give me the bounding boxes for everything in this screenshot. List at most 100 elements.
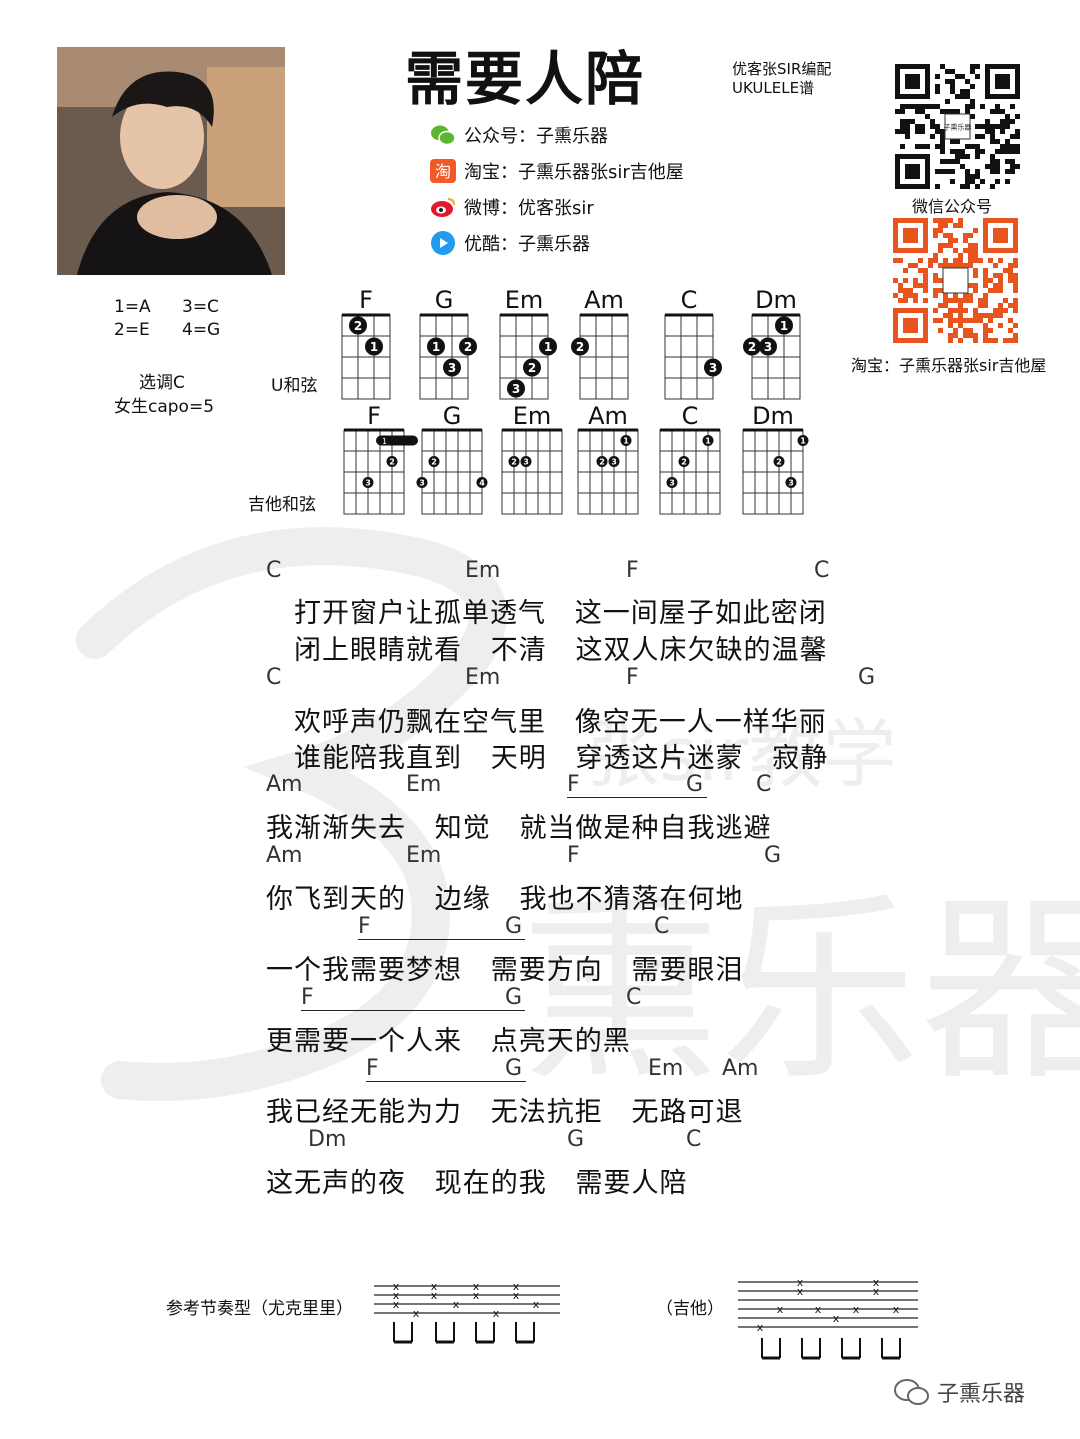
chord-symbol: Em xyxy=(406,843,442,868)
chord-symbol: F xyxy=(366,1056,379,1081)
chord-name: Am xyxy=(588,402,628,430)
footer-brand: 子熏乐器 xyxy=(893,1376,1025,1408)
strum-mark: x xyxy=(757,1321,764,1334)
ukulele-chord-em: Em 123 xyxy=(499,286,557,400)
strum-mark: x xyxy=(797,1285,804,1298)
wechat-icon xyxy=(431,125,456,146)
wechat-qr-caption: 微信公众号 xyxy=(912,197,993,216)
finger-number: 4 xyxy=(479,479,485,488)
finger-dot xyxy=(428,456,440,467)
finger-dot xyxy=(523,358,541,377)
strum-mark: x xyxy=(393,1298,400,1311)
barre-finger: 1 xyxy=(382,437,387,446)
chord-name: Em xyxy=(513,402,552,430)
ukulele-chord-c: C3 xyxy=(664,286,722,400)
finger-dot xyxy=(785,477,797,488)
taobao-icon: 淘 xyxy=(430,159,456,183)
youku-icon xyxy=(431,231,455,255)
finger-dot xyxy=(520,456,532,467)
strum-mark: x xyxy=(473,1280,480,1293)
wechat-qr-code: 子熏乐器 xyxy=(895,64,1020,189)
chord-symbol: C xyxy=(266,558,282,583)
strum-mark: x xyxy=(393,1280,400,1293)
ukulele-chord-g: G 1 23 xyxy=(419,286,477,400)
ukulele-chord-am: Am 2 xyxy=(571,286,629,400)
finger-dot xyxy=(362,477,374,488)
chord-symbol: F xyxy=(301,985,314,1010)
qr-logo xyxy=(944,113,971,140)
finger-dot xyxy=(507,379,525,398)
strum-mark: x xyxy=(413,1307,420,1320)
tuning-s2: 2=E xyxy=(114,320,150,340)
strum-mark: x xyxy=(533,1298,540,1311)
chord-symbol: Em xyxy=(406,772,442,797)
beat-underline xyxy=(301,1010,525,1011)
strum-mark: x xyxy=(873,1285,880,1298)
tuning-s1: 1=A xyxy=(114,297,151,317)
capo-info: 女生capo=5 xyxy=(114,397,215,417)
finger-dot xyxy=(743,337,761,356)
finger-number: 3 xyxy=(419,479,425,488)
ukulele-chord-label: U和弦 xyxy=(271,376,318,396)
finger-dot xyxy=(702,435,714,446)
guitar-chord-g: G 2 3 4 xyxy=(416,402,488,515)
lyric-line: 一个我需要梦想 需要方向 需要眼泪 xyxy=(266,955,744,986)
tuning-s3: 3=C xyxy=(182,297,219,317)
strum-mark: x xyxy=(893,1303,900,1316)
finger-number: 2 xyxy=(748,340,756,354)
finger-number: 3 xyxy=(512,382,520,396)
chord-symbol: F xyxy=(626,558,639,583)
guitar-chord-em: Em 2 3 xyxy=(501,402,563,515)
strum-mark: x xyxy=(853,1303,860,1316)
guitar-rhythm-label: （吉他） xyxy=(656,1299,724,1319)
lyric-line: 谁能陪我直到 天明 穿透这片迷蒙 寂静 xyxy=(294,743,829,774)
chord-symbol: G xyxy=(764,843,782,868)
finger-dot xyxy=(666,477,678,488)
finger-number: 3 xyxy=(523,458,529,467)
chord-symbol: G xyxy=(505,1056,523,1081)
finger-dot xyxy=(620,435,632,446)
chord-symbol: C xyxy=(654,914,670,939)
beat-underline xyxy=(567,797,707,798)
finger-dot xyxy=(365,337,383,356)
chord-name: Em xyxy=(505,286,544,314)
social-wechat: 公众号：子熏乐器 xyxy=(430,120,684,150)
strum-mark: x xyxy=(815,1303,822,1316)
social-taobao: 淘 淘宝：子熏乐器张sir吉他屋 xyxy=(430,156,684,186)
arranger-credit: 优客张SIR编配 xyxy=(732,60,832,78)
finger-dot xyxy=(476,477,488,488)
chord-symbol: Am xyxy=(266,843,303,868)
beat-underline xyxy=(366,1081,526,1082)
finger-dot xyxy=(596,456,608,467)
chord-symbol: C xyxy=(266,665,282,690)
finger-dot xyxy=(508,456,520,467)
strum-mark: x xyxy=(453,1298,460,1311)
finger-number: 2 xyxy=(681,458,687,467)
finger-number: 2 xyxy=(354,319,362,333)
taobao-qr-code xyxy=(893,218,1018,343)
strum-mark: x xyxy=(393,1289,400,1302)
chord-symbol: Am xyxy=(722,1056,759,1081)
sheet-type: UKULELE谱 xyxy=(732,79,815,97)
chord-symbol: Dm xyxy=(308,1127,347,1152)
strum-mark: x xyxy=(473,1289,480,1302)
finger-number: 3 xyxy=(764,340,772,354)
chord-symbol: F xyxy=(626,665,639,690)
chord-symbol: C xyxy=(756,772,772,797)
artist-photo xyxy=(57,47,285,275)
strum-mark: x xyxy=(431,1280,438,1293)
strum-mark: x xyxy=(513,1289,520,1302)
weibo-icon xyxy=(431,198,455,217)
social-wechat-text: 公众号：子熏乐器 xyxy=(464,126,608,147)
chord-name: G xyxy=(435,286,454,314)
finger-dot xyxy=(678,456,690,467)
lyric-line: 闭上眼睛就看 不清 这双人床欠缺的温馨 xyxy=(294,635,828,666)
finger-dot xyxy=(759,337,777,356)
strum-mark: x xyxy=(833,1312,840,1325)
footer-brand-text: 子熏乐器 xyxy=(937,1382,1026,1407)
finger-number: 3 xyxy=(611,458,617,467)
strum-mark: x xyxy=(873,1276,880,1289)
finger-dot xyxy=(704,358,722,377)
social-youku-text: 优酷：子熏乐器 xyxy=(464,234,590,255)
